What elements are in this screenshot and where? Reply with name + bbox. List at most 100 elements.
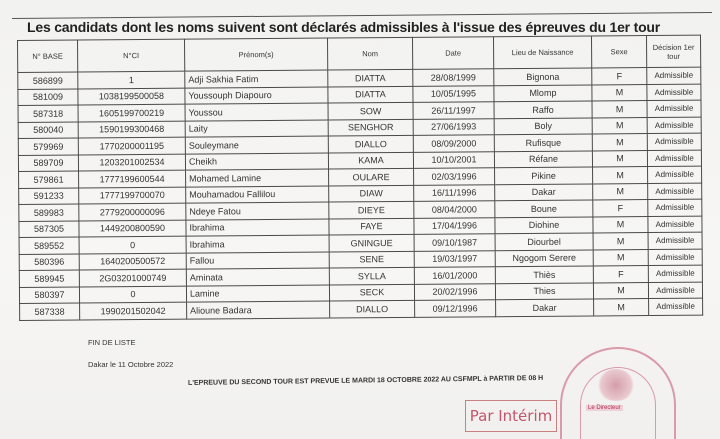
cell-prenom: Mouhamadou Fallilou bbox=[185, 185, 329, 204]
cell-date: 08/04/2000 bbox=[413, 200, 495, 218]
cell-base: 589983 bbox=[18, 204, 79, 221]
cell-lieu: Ngogom Serere bbox=[495, 249, 594, 267]
column-header: Nom bbox=[327, 37, 413, 71]
official-seal: Le Directeur bbox=[560, 347, 676, 439]
cell-prenom: Fallou bbox=[186, 251, 330, 270]
cell-lieu: Diohine bbox=[494, 216, 594, 234]
cell-base: 589945 bbox=[19, 270, 80, 287]
cell-ci: 1640200500572 bbox=[79, 252, 187, 271]
cell-sexe: M bbox=[592, 133, 648, 151]
cell-decision: Admissible bbox=[646, 83, 701, 101]
cell-ci: 1 bbox=[77, 71, 185, 89]
column-header: Prénom(s) bbox=[184, 38, 328, 72]
date-line: Dakar le 11 Octobre 2022 bbox=[88, 360, 174, 369]
end-of-list: FIN DE LISTE bbox=[88, 338, 136, 347]
cell-lieu: Boune bbox=[494, 199, 593, 218]
cell-date: 09/10/1987 bbox=[414, 233, 496, 251]
cell-decision: Admissible bbox=[647, 199, 702, 217]
cell-sexe: M bbox=[593, 249, 649, 266]
cell-ci: 1990201502042 bbox=[79, 302, 187, 320]
cell-sexe: M bbox=[593, 298, 649, 316]
cell-sexe: F bbox=[591, 67, 647, 85]
cell-date: 17/04/1996 bbox=[413, 217, 496, 235]
cell-nom: SYLLA bbox=[329, 267, 415, 285]
cell-lieu: Thiès bbox=[495, 265, 594, 284]
cell-ci: 1777199700070 bbox=[78, 186, 186, 205]
cell-sexe: F bbox=[592, 199, 648, 217]
cell-lieu: Boly bbox=[494, 117, 593, 135]
cell-base: 579969 bbox=[18, 138, 79, 155]
cell-base: 580396 bbox=[19, 253, 80, 271]
cell-date: 02/03/1996 bbox=[413, 167, 495, 185]
cell-prenom: Alioune Badara bbox=[186, 301, 330, 319]
cell-date: 10/05/1995 bbox=[412, 85, 494, 103]
cell-nom: KAMA bbox=[328, 151, 414, 170]
candidates-table: N° BASE N°CI Prénom(s) Nom Date Lieu de Naiss… bbox=[17, 35, 703, 321]
cell-decision: Admissible bbox=[647, 182, 702, 200]
cell-decision: Admissible bbox=[647, 116, 702, 134]
cell-lieu: Rufisque bbox=[494, 133, 593, 152]
cell-date: 20/02/1996 bbox=[414, 283, 496, 301]
document-title: Les candidats dont les noms suivent sont… bbox=[27, 19, 661, 35]
cell-lieu: Dakar bbox=[495, 298, 594, 317]
column-header: Date bbox=[412, 36, 494, 70]
cell-sexe: M bbox=[592, 150, 648, 167]
cell-ci: 2779200000096 bbox=[78, 203, 186, 221]
cell-prenom: Aminata bbox=[186, 268, 330, 286]
cell-ci: 1038199500058 bbox=[77, 87, 186, 106]
cell-lieu: Bignona bbox=[493, 67, 592, 86]
cell-date: 26/11/1997 bbox=[413, 101, 495, 119]
cell-prenom: Youssou bbox=[185, 103, 329, 121]
cell-prenom: Souleymane bbox=[185, 136, 329, 154]
column-header: N° BASE bbox=[17, 40, 78, 73]
cell-ci: 1449200800590 bbox=[78, 219, 187, 238]
cell-decision: Admissible bbox=[648, 298, 703, 316]
cell-nom: GNINGUE bbox=[329, 234, 415, 252]
cell-base: 589709 bbox=[18, 154, 79, 172]
cell-ci: 2G03201000749 bbox=[79, 269, 187, 287]
cell-nom: SENE bbox=[329, 250, 415, 269]
cell-base: 586899 bbox=[17, 72, 78, 89]
cell-base: 587338 bbox=[19, 303, 80, 320]
cell-prenom: Youssouph Diapouro bbox=[184, 86, 329, 105]
cell-lieu: Raffo bbox=[493, 100, 593, 119]
cell-nom: SECK bbox=[329, 283, 415, 302]
cell-date: 16/11/1996 bbox=[413, 184, 495, 202]
cell-sexe: M bbox=[592, 117, 648, 134]
cell-decision: Admissible bbox=[647, 166, 702, 184]
cell-base: 580040 bbox=[18, 121, 79, 139]
cell-date: 16/01/2000 bbox=[414, 266, 496, 284]
cell-prenom: Mohamed Lamine bbox=[185, 169, 329, 187]
cell-decision: Admissible bbox=[647, 149, 702, 167]
cell-date: 19/03/1997 bbox=[414, 250, 496, 268]
cell-ci: 0 bbox=[79, 285, 187, 304]
cell-sexe: M bbox=[592, 166, 648, 184]
cell-date: 08/09/2000 bbox=[413, 134, 495, 152]
second-round-notice: L'EPREUVE DU SECOND TOUR EST PREVUE LE M… bbox=[187, 374, 544, 387]
seal-inner-ring bbox=[580, 367, 656, 439]
cell-sexe: M bbox=[591, 84, 647, 101]
cell-ci: 0 bbox=[79, 236, 187, 254]
cell-nom: FAYE bbox=[328, 217, 415, 236]
cell-sexe: M bbox=[593, 282, 649, 299]
cell-nom: OULARE bbox=[328, 168, 414, 186]
cell-nom: DIATTA bbox=[327, 69, 413, 87]
cell-nom: DIALLO bbox=[329, 300, 415, 318]
tree-emblem-icon bbox=[596, 369, 636, 401]
cell-lieu: Mlomp bbox=[493, 84, 592, 102]
cell-lieu: Pikine bbox=[494, 166, 593, 185]
cell-ci: 1777199600544 bbox=[78, 170, 186, 188]
cell-nom: SOW bbox=[328, 102, 414, 120]
cell-decision: Admissible bbox=[648, 248, 703, 266]
cell-base: 591233 bbox=[18, 187, 79, 205]
cell-ci: 1770200001195 bbox=[78, 137, 186, 155]
cell-date: 10/10/2001 bbox=[413, 151, 495, 169]
cell-decision: Admissible bbox=[648, 281, 703, 299]
cell-sexe: M bbox=[593, 232, 649, 250]
cell-decision: Admissible bbox=[646, 100, 702, 118]
cell-nom: DIAW bbox=[328, 184, 414, 203]
cell-base: 581009 bbox=[17, 88, 79, 106]
par-interim-stamp: Par Intérim bbox=[465, 400, 557, 432]
cell-nom: DIEYE bbox=[328, 201, 414, 219]
